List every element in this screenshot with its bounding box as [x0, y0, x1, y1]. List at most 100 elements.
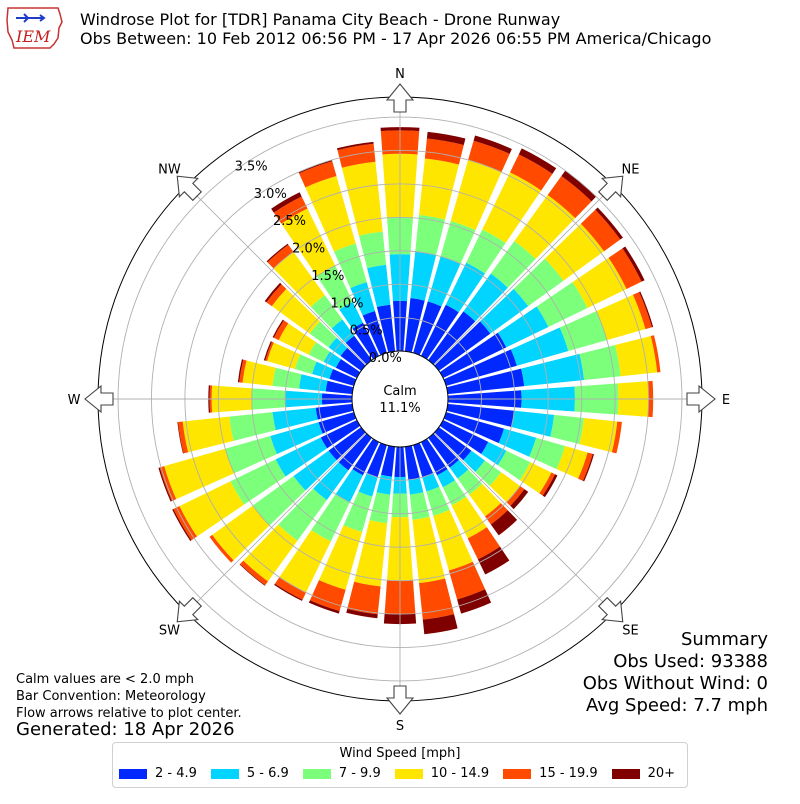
windrose-bar-segment — [279, 530, 331, 593]
windrose-bar-segment — [450, 159, 502, 231]
windrose-bar-segment — [611, 421, 622, 454]
windrose-bar-segment — [536, 282, 588, 327]
windrose-bar-segment — [580, 209, 621, 252]
windrose-bar-segment — [312, 361, 333, 379]
direction-arrows — [84, 83, 716, 715]
legend-label: 2 - 4.9 — [155, 766, 197, 781]
windrose-bar-segment — [547, 176, 592, 219]
windrose-bar-segment — [404, 445, 420, 480]
windrose-bar-segment — [480, 288, 529, 334]
windrose-bar-segment — [172, 509, 192, 541]
windrose-bar-segment — [299, 161, 337, 188]
windrose-bar-segment — [334, 243, 367, 289]
windrose-bar-segment — [310, 295, 343, 329]
windrose-bar-segment — [463, 273, 508, 322]
legend-item: 20+ — [611, 766, 675, 781]
windrose-bar-segment — [335, 358, 361, 379]
windrose-bar-segment — [510, 327, 569, 366]
windrose-bar-segment — [582, 453, 595, 482]
windrose-bar-segment — [340, 347, 366, 371]
windrose-bars — [158, 127, 661, 635]
chart-title-line2: Obs Between: 10 Feb 2012 06:56 PM - 17 A… — [80, 29, 712, 48]
legend-swatch — [394, 768, 423, 779]
windrose-bar-segment — [179, 481, 245, 537]
windrose-bar-segment — [164, 448, 235, 500]
direction-label: E — [722, 393, 730, 408]
windrose-bar-segment — [345, 335, 372, 365]
radial-tick-label: 2.5% — [273, 214, 306, 229]
windrose-bar-segment — [410, 251, 437, 301]
windrose-bar-segment — [481, 441, 507, 466]
direction-label: N — [395, 67, 405, 82]
direction-label: NW — [158, 162, 181, 177]
windrose-bar-segment — [422, 473, 440, 492]
flow-arrow-icon — [597, 175, 624, 202]
windrose-bar-segment — [484, 503, 508, 525]
windrose-bar-segment — [239, 359, 247, 383]
windrose-bar-segment — [437, 469, 456, 488]
windrose-bar-segment — [309, 580, 346, 612]
windrose-bar-segment — [159, 466, 177, 502]
windrose-bar-segment — [579, 418, 618, 453]
windrose-bar-segment — [457, 469, 483, 495]
windrose-bar-segment — [380, 445, 396, 477]
legend-swatch — [302, 768, 331, 779]
windrose-bar-segment — [274, 577, 307, 600]
windrose-bar-segment — [266, 243, 289, 263]
windrose-bar-segment — [252, 476, 306, 526]
windrose-bar-segment — [350, 282, 375, 316]
windrose-bar-segment — [490, 241, 536, 288]
windrose-bar-segment — [173, 506, 197, 541]
windrose-bar-segment — [266, 284, 287, 307]
logo-text: IEM — [15, 27, 51, 46]
legend-item: 15 - 19.9 — [503, 766, 598, 781]
summary-obs-used: Obs Used: 93388 — [613, 651, 768, 672]
windrose-bar-segment — [513, 258, 564, 307]
windrose-bar-segment — [561, 170, 597, 202]
legend: Wind Speed [mph] 2 - 4.9 5 - 6.9 7 - 9.9 10… — [112, 742, 688, 788]
windrose-bar-segment — [498, 428, 537, 457]
flow-arrow-icon — [385, 83, 415, 113]
windrose-bar-segment — [299, 374, 328, 392]
windrose-bar-segment — [271, 288, 320, 334]
legend-swatch — [503, 768, 532, 779]
windrose-bar-segment — [482, 172, 542, 244]
legend-swatch — [611, 768, 640, 779]
summary-title: Summary — [681, 629, 768, 650]
windrose-bar-segment — [578, 452, 593, 481]
legend-item: 5 - 6.9 — [210, 766, 289, 781]
windrose-bar-segment — [467, 527, 500, 560]
windrose-bar-segment — [408, 477, 424, 495]
windrose-bar-segment — [428, 433, 459, 468]
windrose-bar-segment — [376, 304, 396, 353]
windrose-bar-segment — [239, 564, 266, 586]
legend-swatch — [119, 768, 147, 779]
flow-arrow-icon — [176, 596, 203, 623]
windrose-bar-segment — [446, 403, 515, 427]
radial-tick-label: 3.0% — [254, 187, 287, 202]
windrose-bar-segment — [278, 323, 316, 355]
windrose-bar-segment — [510, 154, 553, 191]
legend-title: Wind Speed [mph] — [339, 746, 461, 761]
legend-item: 2 - 4.9 — [119, 766, 197, 781]
windrose-bar-segment — [352, 322, 380, 360]
plane-icon — [16, 13, 46, 23]
direction-label: S — [396, 719, 404, 734]
windrose-bar-segment — [424, 138, 464, 165]
windrose-bar-segment — [412, 516, 446, 584]
windrose-bar-segment — [309, 321, 337, 348]
iem-logo: IEM — [6, 7, 63, 49]
windrose-bar-segment — [293, 450, 337, 491]
windrose-bar-segment — [271, 192, 302, 213]
windrose-bar-segment — [182, 416, 234, 453]
windrose-bar-segment — [272, 407, 318, 431]
windrose-bar-segment — [595, 207, 623, 240]
windrose-bar-segment — [468, 140, 510, 173]
windrose-bar-segment — [511, 410, 555, 437]
radial-tick-label: 1.0% — [330, 296, 363, 311]
windrose-bar-segment — [311, 494, 350, 542]
windrose-bar-segment — [451, 496, 487, 539]
windrose-bar-segment — [419, 158, 459, 220]
windrose-bar-segment — [443, 349, 517, 386]
direction-spoke — [186, 432, 367, 613]
